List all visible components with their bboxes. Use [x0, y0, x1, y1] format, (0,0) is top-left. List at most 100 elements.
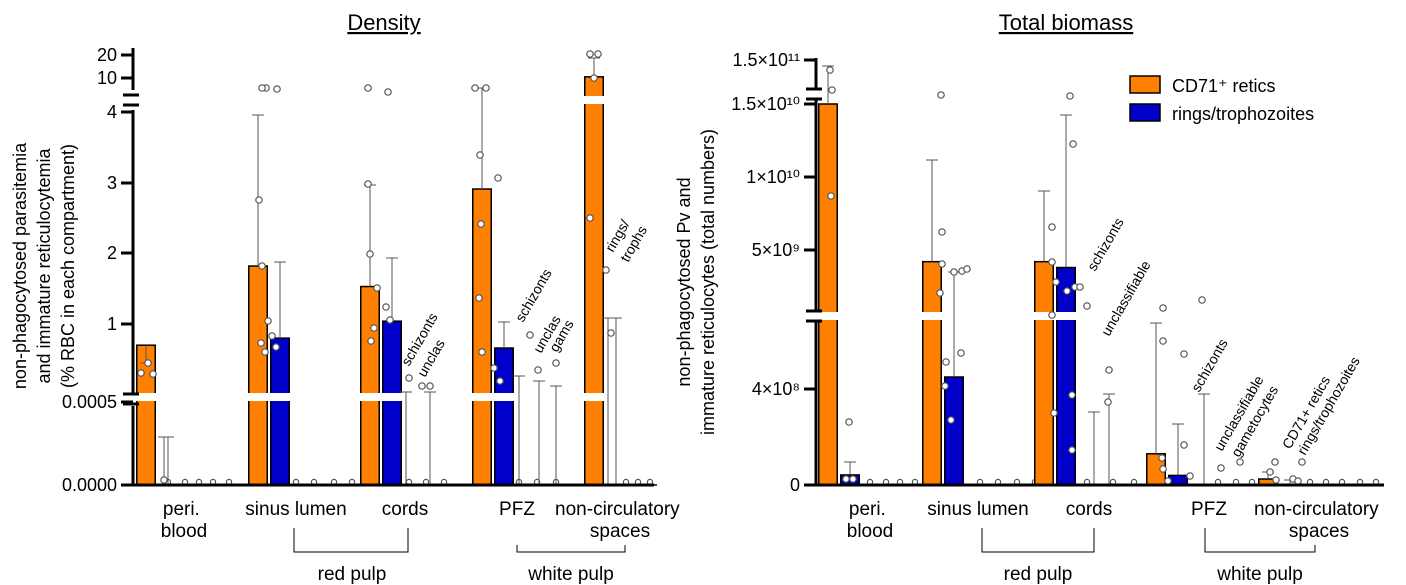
biomass-tick-label-15e11: 1.5×10¹¹ [732, 50, 800, 70]
density-data-point [384, 88, 392, 96]
biomass-ylabel-line2: immature reticulocytes (total numbers) [698, 129, 718, 435]
biomass-data-point [849, 475, 857, 483]
density-data-point [594, 50, 602, 58]
biomass-data-point [826, 66, 834, 74]
biomass-white-pulp-label: white pulp [1216, 564, 1303, 585]
density-bar-retics-3 [472, 188, 492, 486]
biomass-category-cords: cords [1066, 499, 1112, 520]
density-ylabel-line1: non-phagocytosed parasitemia [10, 142, 30, 389]
biomass-data-point [1294, 477, 1302, 485]
density-white-pulp-label: white pulp [527, 564, 614, 585]
density-data-point [255, 196, 263, 204]
biomass-data-point [942, 358, 950, 366]
density-data-point [476, 151, 484, 159]
biomass-tick-label-1e10: 1×10¹⁰ [746, 167, 800, 187]
biomass-data-point [1050, 409, 1058, 417]
biomass-data-point [1068, 446, 1076, 454]
biomass-white-pulp-bracket [1204, 528, 1316, 553]
density-bar-retics-2 [360, 285, 380, 486]
biomass-data-point [1266, 468, 1274, 476]
density-bar-rings-2 [382, 320, 402, 486]
biomass-data-point [1063, 287, 1071, 295]
density-bar-rings-1 [270, 337, 290, 486]
biomass-annot-unclassifiable-1: unclassifiable [1098, 258, 1154, 339]
density-data-point [526, 331, 534, 339]
legend-label-retics: CD71⁺ retics [1172, 76, 1276, 96]
biomass-axis-break-0 [808, 312, 1310, 320]
biomass-tick-label-15e10: 1.5×10¹⁰ [731, 94, 800, 114]
density-data-point [586, 50, 594, 58]
density-data-point [386, 316, 394, 324]
density-data-point [534, 366, 542, 374]
density-data-point [602, 266, 610, 274]
density-red-pulp-bracket [293, 528, 409, 553]
biomass-annot-schizonts-1: schizonts [1084, 215, 1127, 274]
density-data-point [471, 84, 479, 92]
biomass-data-point [1272, 476, 1280, 484]
biomass-data-point [1217, 464, 1225, 472]
biomass-data-point [1186, 472, 1194, 480]
density-data-point [257, 339, 265, 347]
biomass-category-noncirc-line2: spaces [1289, 521, 1349, 542]
density-data-point [364, 84, 372, 92]
biomass-data-point [1159, 337, 1167, 345]
biomass-data-point [1180, 350, 1188, 358]
biomass-data-point [1048, 258, 1056, 266]
biomass-bar-retics-2 [1034, 260, 1054, 486]
density-data-point [478, 348, 486, 356]
density-category-cords: cords [382, 499, 428, 520]
density-axis-break-0 [126, 393, 636, 401]
density-panel: Density non-phagocytosed parasitemia and… [10, 10, 680, 585]
biomass-tick-label-4e8: 4×10⁸ [752, 379, 800, 399]
density-data-point [144, 359, 152, 367]
density-data-point [160, 476, 168, 484]
biomass-plot-area [808, 65, 1383, 486]
density-data-point [258, 84, 266, 92]
density-tick-label-4: 4 [107, 102, 117, 122]
density-category-noncirc-line2: spaces [590, 521, 650, 542]
biomass-data-point [950, 268, 958, 276]
density-data-point [426, 382, 434, 390]
density-category-sinus-lumen: sinus lumen [245, 499, 346, 520]
biomass-data-point [1159, 465, 1167, 473]
biomass-category-peri-blood: peri. blood [847, 499, 894, 542]
density-ylabel-line3: (% RBC in each compartment) [58, 144, 78, 388]
biomass-data-point [827, 192, 835, 200]
biomass-data-point [1159, 304, 1167, 312]
density-ylabel-line2: and immature reticulocytemia [34, 147, 54, 383]
biomass-category-sinus-lumen: sinus lumen [927, 499, 1028, 520]
density-data-point [273, 85, 281, 93]
biomass-tick-label-0: 0 [790, 475, 800, 495]
density-data-point [264, 317, 272, 325]
density-data-point [405, 374, 413, 382]
density-data-point [496, 377, 504, 385]
density-category-peri-blood-line1: peri. [163, 499, 200, 520]
density-data-point [552, 359, 560, 367]
biomass-data-point [828, 86, 836, 94]
density-category-pfz: PFZ [499, 499, 535, 520]
biomass-data-point [941, 382, 949, 390]
biomass-data-point [1164, 477, 1172, 485]
biomass-data-point [1198, 296, 1206, 304]
density-data-point [482, 84, 490, 92]
biomass-data-point [936, 289, 944, 297]
density-white-pulp-bracket [516, 545, 626, 553]
biomass-category-noncirc-line1: non-circulatory [1254, 499, 1379, 520]
density-tick-label-20: 20 [97, 45, 117, 65]
density-data-point [261, 348, 269, 356]
density-category-noncirc-line1: non-circulatory [555, 499, 680, 520]
density-bar-retics-4 [584, 76, 604, 486]
biomass-category-pfz: PFZ [1191, 499, 1227, 520]
biomass-data-point [1052, 278, 1060, 286]
biomass-data-point [957, 349, 965, 357]
biomass-annot-schizonts-2: schizonts [1188, 336, 1231, 395]
density-data-point [367, 337, 375, 345]
density-title: Density [347, 10, 420, 35]
density-tick-label-3: 3 [107, 173, 117, 193]
biomass-data-point [1068, 391, 1076, 399]
density-data-point [149, 370, 157, 378]
biomass-data-point [1298, 458, 1306, 466]
density-category-peri-blood-line2: blood [161, 521, 208, 542]
biomass-data-point [1069, 140, 1077, 148]
